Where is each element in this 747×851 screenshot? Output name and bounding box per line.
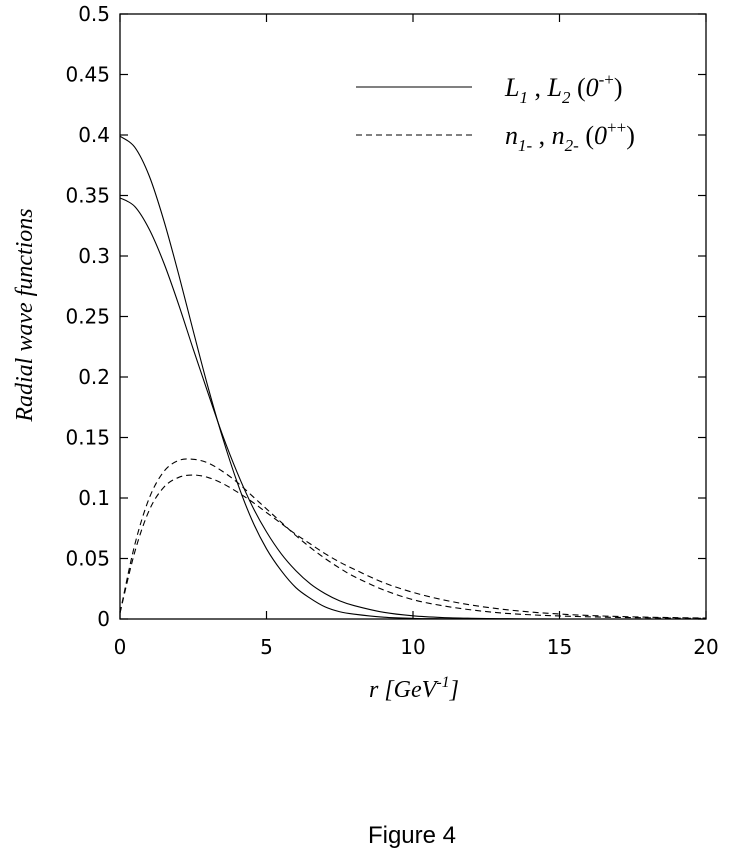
y-axis-title: Radial wave functions <box>12 208 38 422</box>
legend-label-part: 2 <box>562 88 571 107</box>
legend-label-dashed: n1- , n2- (0++) <box>505 118 635 155</box>
legend-label-part: n <box>552 121 565 150</box>
legend-label-part: ( <box>570 73 585 102</box>
series-line-2-solid <box>119 197 706 620</box>
x-axis-title-tail: ] <box>449 677 459 703</box>
legend-label-part: ++ <box>607 118 626 137</box>
y-tick-label: 0.4 <box>78 123 110 147</box>
x-tick-label: 15 <box>547 635 572 659</box>
y-tick-label: 0.3 <box>78 244 110 268</box>
x-tick-label: 0 <box>114 635 127 659</box>
figure-caption: Figure 4 <box>368 822 456 849</box>
x-tick-label: 5 <box>260 635 273 659</box>
legend-label-part: 1 <box>519 88 528 107</box>
x-tick-label: 10 <box>400 635 425 659</box>
y-tick-label: 0.35 <box>65 184 110 208</box>
series-line-1-solid <box>119 135 706 620</box>
y-tick-label: 0.15 <box>65 426 110 450</box>
series-line-3-dashed <box>119 458 707 619</box>
plot-area <box>119 13 707 620</box>
y-tick-label: 0.1 <box>78 486 110 510</box>
legend: L1 , L2 (0-+)n1- , n2- (0++) <box>356 70 635 155</box>
tick-layer: 00.050.10.150.20.250.30.350.40.450.50 5 10… <box>65 2 718 659</box>
legend-label-part: -+ <box>599 70 614 89</box>
y-tick-label: 0.05 <box>65 547 110 571</box>
y-tick-label: 0.45 <box>65 63 110 87</box>
legend-label-part: , <box>532 121 552 150</box>
x-axis-title-exponent: -1 <box>436 674 449 691</box>
legend-label-part: L <box>504 73 519 102</box>
legend-label-part: ) <box>626 121 635 150</box>
series-layer <box>119 135 707 620</box>
legend-label-part: , <box>528 73 548 102</box>
legend-label-part: 1- <box>518 136 533 155</box>
y-tick-label: 0.5 <box>78 2 110 26</box>
legend-label-part: L <box>546 73 561 102</box>
legend-label-solid: L1 , L2 (0-+) <box>504 70 623 107</box>
legend-label-part: ( <box>579 121 594 150</box>
plot-frame <box>119 13 707 620</box>
x-tick-label: 20 <box>693 635 718 659</box>
legend-label-part: n <box>505 121 518 150</box>
y-tick-label: 0.25 <box>65 305 110 329</box>
x-axis-title-base: r [GeV <box>369 677 439 703</box>
legend-label-part: 0 <box>586 73 599 102</box>
y-tick-label: 0.2 <box>78 365 110 389</box>
legend-label-part: 0 <box>594 121 607 150</box>
legend-label-part: ) <box>614 73 623 102</box>
legend-label-part: 2- <box>565 136 580 155</box>
y-tick-label: 0 <box>97 607 110 631</box>
x-axis-title: r [GeV-1] <box>369 674 459 703</box>
series-line-4-dashed <box>119 474 707 619</box>
